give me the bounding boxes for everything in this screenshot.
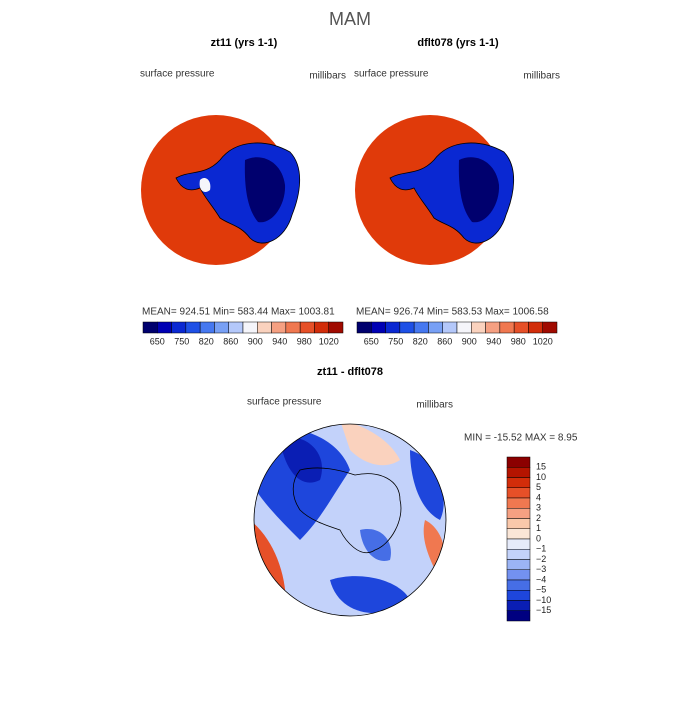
colorbar-label: 0 — [536, 533, 541, 543]
colorbar-box — [385, 321, 401, 334]
stats: MIN = -15.52 MAX = 8.95 — [464, 433, 578, 444]
colorbar-box — [513, 321, 529, 334]
figure-title: MAM — [329, 9, 371, 29]
colorbar-box — [471, 321, 486, 334]
colorbar-box — [242, 321, 258, 334]
units-label: millibars — [523, 71, 560, 82]
units-label: millibars — [309, 71, 346, 82]
colorbar-label: 15 — [536, 462, 546, 472]
colorbar-box — [506, 579, 531, 591]
colorbar-box — [413, 321, 429, 334]
colorbar-box — [399, 321, 415, 334]
colorbar-box — [228, 321, 244, 334]
colorbar-label: −3 — [536, 564, 546, 574]
colorbar-label: −4 — [536, 574, 546, 584]
field-label: surface pressure — [247, 397, 322, 408]
colorbar-box — [214, 321, 229, 334]
colorbar-box — [428, 321, 443, 334]
colorbar-box — [328, 321, 344, 334]
colorbar-box — [499, 321, 515, 334]
colorbar-box — [314, 321, 329, 334]
colorbar-label: 900 — [462, 336, 477, 346]
colorbar-box — [506, 487, 531, 499]
colorbar-label: 980 — [297, 336, 312, 346]
colorbar-box — [171, 321, 187, 334]
colorbar-box — [506, 508, 531, 519]
colorbar-box — [506, 549, 531, 560]
colorbar-box — [506, 477, 531, 488]
colorbar-label: 650 — [150, 336, 165, 346]
colorbar-box — [442, 321, 458, 334]
colorbar-label: 1 — [536, 523, 541, 533]
colorbar-label: 820 — [199, 336, 214, 346]
stats: MEAN= 924.51 Min= 583.44 Max= 1003.81 — [142, 307, 335, 318]
colorbar-box — [299, 321, 315, 334]
colorbar-box — [528, 321, 543, 334]
colorbar-label: 2 — [536, 513, 541, 523]
colorbar-label: 5 — [536, 482, 541, 492]
map — [355, 115, 515, 265]
colorbar-box — [506, 610, 531, 622]
colorbar-label: −1 — [536, 544, 546, 554]
colorbar-label: 900 — [248, 336, 263, 346]
colorbar-box — [506, 569, 531, 581]
colorbar-box — [199, 321, 215, 334]
colorbar-box — [506, 538, 531, 550]
colorbar: 650 750 820 860 900 940 980 1020 — [356, 321, 558, 346]
colorbar-box — [271, 321, 287, 334]
colorbar-box — [257, 321, 272, 334]
colorbar-label: 750 — [388, 336, 403, 346]
colorbar-label: 650 — [364, 336, 379, 346]
colorbar-label: 1020 — [319, 336, 339, 346]
colorbar-box — [506, 600, 531, 611]
colorbar-label: −2 — [536, 554, 546, 564]
colorbar-box — [506, 497, 531, 509]
colorbar-label: 10 — [536, 472, 546, 482]
colorbar-label: −10 — [536, 595, 551, 605]
colorbar-label: 940 — [486, 336, 501, 346]
colorbar-label: 860 — [437, 336, 452, 346]
colorbar-box — [456, 321, 472, 334]
colorbar-box — [506, 528, 531, 540]
panel-title: zt11 - dflt078 — [317, 366, 383, 378]
colorbar-box — [485, 321, 501, 334]
colorbar-box — [506, 456, 531, 468]
colorbar-box — [142, 321, 158, 334]
colorbar-label: 980 — [511, 336, 526, 346]
colorbar-label: 1020 — [533, 336, 553, 346]
units-label: millibars — [416, 400, 453, 411]
colorbar-box — [185, 321, 201, 334]
panel-title: dflt078 (yrs 1-1) — [417, 37, 499, 49]
colorbar-label: 750 — [174, 336, 189, 346]
colorbar-box — [506, 467, 531, 478]
map — [141, 115, 301, 265]
panel-title: zt11 (yrs 1-1) — [211, 37, 278, 49]
colorbar-box — [506, 590, 531, 601]
stats: MEAN= 926.74 Min= 583.53 Max= 1006.58 — [356, 307, 549, 318]
colorbar-box — [356, 321, 372, 334]
colorbar-label: 3 — [536, 503, 541, 513]
colorbar-box — [157, 321, 172, 334]
colorbar-label: −5 — [536, 585, 546, 595]
map — [253, 423, 447, 617]
colorbar-box — [506, 559, 531, 570]
colorbar-box — [542, 321, 558, 334]
colorbar-box — [285, 321, 301, 334]
field-label: surface pressure — [354, 69, 429, 80]
colorbar: 650 750 820 860 900 940 980 1020 — [142, 321, 344, 346]
colorbar-label: 820 — [413, 336, 428, 346]
colorbar-box — [371, 321, 386, 334]
colorbar-label: 4 — [536, 492, 541, 502]
colorbar-label: 940 — [272, 336, 287, 346]
colorbar-label: −15 — [536, 605, 551, 615]
colorbar-label: 860 — [223, 336, 238, 346]
field-label: surface pressure — [140, 69, 215, 80]
colorbar-box — [506, 518, 531, 529]
